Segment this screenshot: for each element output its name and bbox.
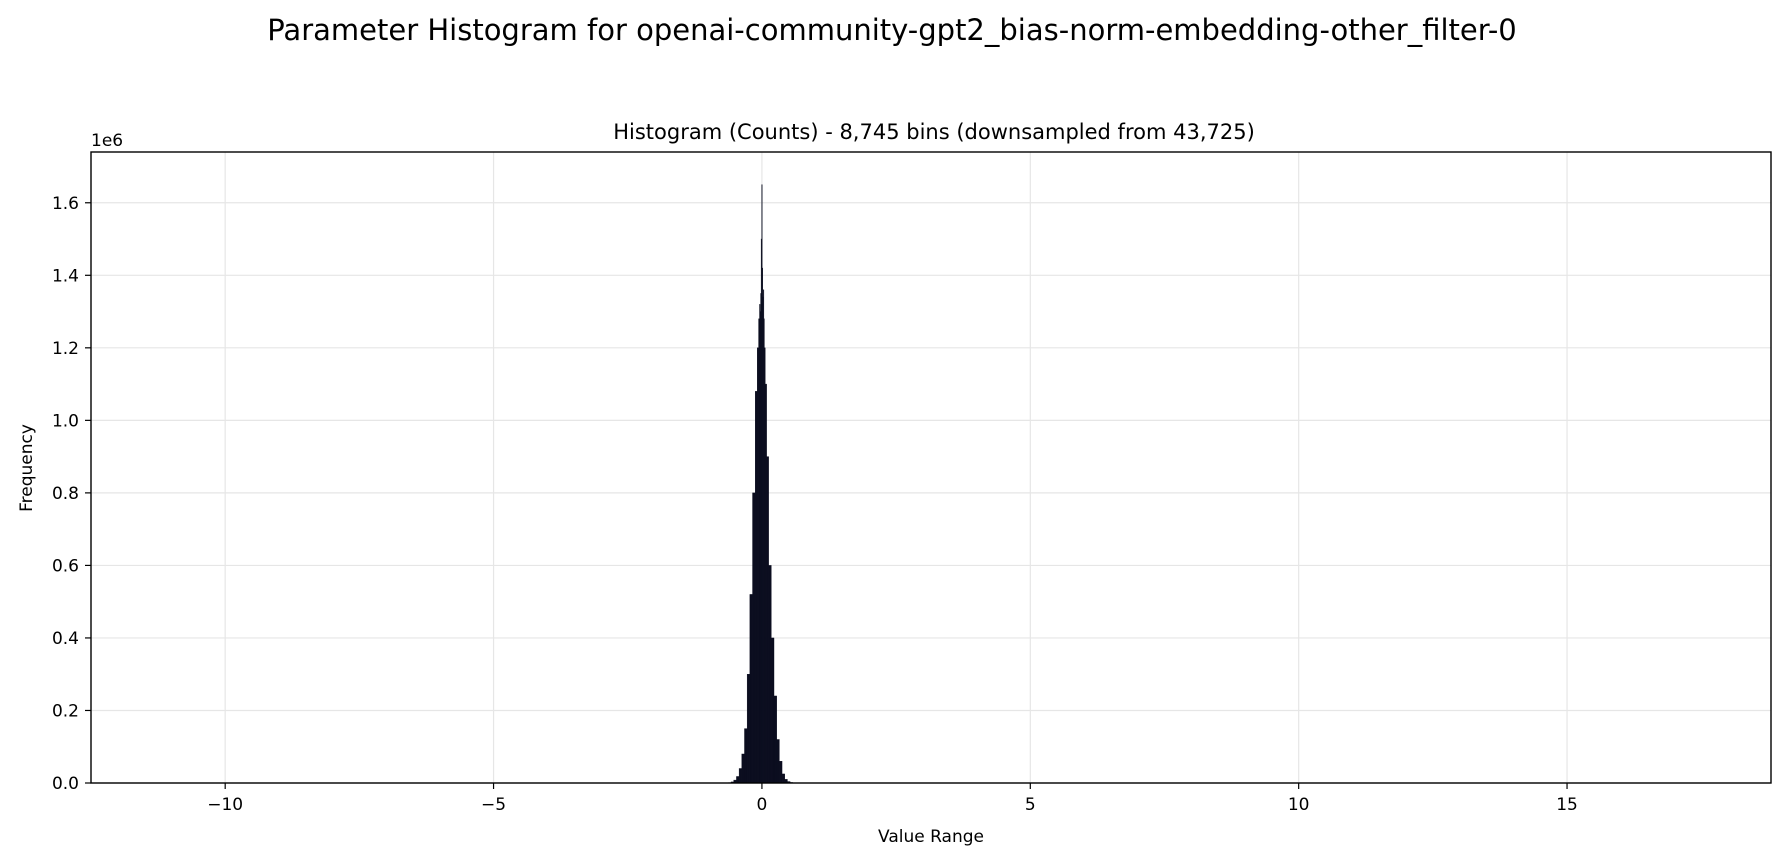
plot-area-frame (90, 151, 1772, 784)
x-axis-label: Value Range (878, 827, 984, 847)
histogram-bar (755, 391, 758, 784)
y-tick-label: 0.8 (52, 484, 79, 504)
axis-ticks: −10 −5 0 5 10 15 0.0 0.2 0.4 0.6 0.8 1.0 1.2 1.4 1.6 (52, 194, 1578, 815)
x-tick-label: 10 (1288, 795, 1310, 815)
y-tick-label: 1.0 (52, 411, 79, 431)
histogram-bar (776, 739, 780, 784)
histogram-bar (738, 768, 742, 784)
y-offset-label: 1e6 (91, 131, 123, 151)
histogram-bar (736, 776, 740, 784)
histogram-bar (773, 695, 777, 784)
histogram-bar (768, 565, 772, 784)
x-tick-label: −10 (207, 795, 243, 815)
histogram-bar (749, 594, 753, 784)
chart-title: Histogram (Counts) - 8,745 bins (downsam… (613, 120, 1255, 144)
figure-suptitle: Parameter Histogram for openai-community… (267, 13, 1516, 47)
y-tick-label: 1.2 (52, 339, 79, 359)
histogram-bar (744, 728, 748, 784)
histogram-bar (765, 383, 767, 784)
x-tick-label: 5 (1025, 795, 1036, 815)
y-tick-label: 0.4 (52, 629, 79, 649)
y-tick-label: 1.6 (52, 194, 79, 214)
grid-lines (91, 152, 1771, 784)
histogram-bars (728, 184, 796, 784)
histogram-bar (771, 637, 775, 784)
histogram-bar (752, 492, 756, 784)
y-axis-label: Frequency (17, 424, 37, 512)
histogram-bar (779, 761, 783, 784)
x-tick-label: 0 (757, 795, 768, 815)
y-tick-label: 0.2 (52, 701, 79, 721)
histogram-bar (781, 773, 785, 784)
histogram-bar (746, 674, 751, 784)
x-tick-label: −5 (481, 795, 506, 815)
histogram-bar (757, 347, 759, 784)
histogram-bar (741, 753, 745, 784)
y-tick-label: 1.4 (52, 266, 79, 286)
histogram-bar (766, 456, 769, 784)
x-tick-label: 15 (1556, 795, 1578, 815)
y-tick-label: 0.6 (52, 556, 79, 576)
y-tick-label: 0.0 (52, 774, 79, 794)
